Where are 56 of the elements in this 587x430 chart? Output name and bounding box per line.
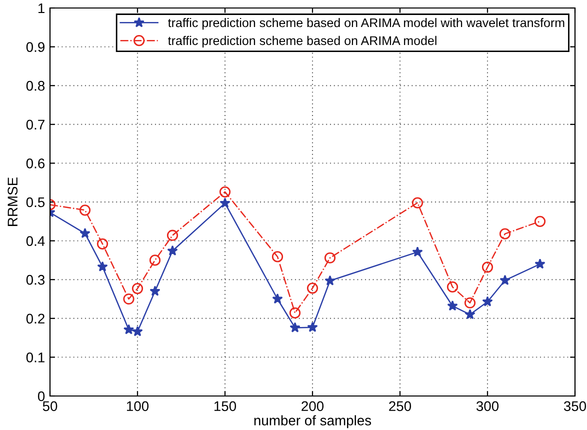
y-tick-label: 0.2 xyxy=(26,314,44,324)
point xyxy=(500,274,510,286)
point xyxy=(96,238,108,250)
point xyxy=(150,286,160,296)
point xyxy=(324,275,336,286)
point xyxy=(464,297,476,308)
point xyxy=(272,251,284,262)
point xyxy=(166,230,178,241)
point xyxy=(482,296,493,306)
point xyxy=(464,308,476,320)
point xyxy=(123,293,134,305)
point xyxy=(290,322,300,332)
point xyxy=(80,228,90,238)
point xyxy=(307,322,318,332)
x-tick-label: 50 xyxy=(42,401,58,412)
x-tick-label: 300 xyxy=(476,401,499,412)
point xyxy=(289,307,301,319)
point xyxy=(79,204,91,216)
point xyxy=(482,262,494,273)
point xyxy=(412,197,424,208)
point xyxy=(132,326,143,336)
point xyxy=(97,261,108,272)
x-tick-label: 350 xyxy=(564,401,586,412)
point xyxy=(167,245,178,256)
y-tick-label: 0.3 xyxy=(26,274,45,285)
y-tick-label: 1 xyxy=(38,3,44,14)
y-tick-label: 0.4 xyxy=(26,236,45,246)
y-tick-label: 0.9 xyxy=(26,42,44,52)
y-tick-label: 0.1 xyxy=(26,352,44,362)
y-axis-title: RRMSE xyxy=(8,178,18,226)
y-tick-label: 0.7 xyxy=(26,120,44,130)
point xyxy=(324,252,336,264)
point xyxy=(123,324,134,334)
point xyxy=(220,198,230,208)
point xyxy=(446,281,458,293)
point xyxy=(534,216,546,227)
point xyxy=(412,246,423,257)
y-tick-label: 0.8 xyxy=(26,80,45,91)
x-tick-label: 200 xyxy=(302,401,324,412)
point xyxy=(534,258,546,269)
x-tick-label: 100 xyxy=(126,401,149,412)
point xyxy=(272,293,283,304)
point xyxy=(132,282,144,294)
y-tick-label: 0 xyxy=(38,391,45,402)
point xyxy=(219,186,231,198)
point xyxy=(306,282,318,294)
y-tick-label: 0.6 xyxy=(26,158,45,168)
x-tick-label: 250 xyxy=(389,401,412,412)
legend-label: traffic prediction scheme based on ARIMA model xyxy=(168,36,436,48)
point xyxy=(447,300,458,311)
legend-label: traffic prediction scheme based on ARIMA model with wavelet transform xyxy=(168,18,564,30)
x-axis-title: number of samples xyxy=(254,415,372,428)
y-tick-label: 0.5 xyxy=(26,197,45,208)
point xyxy=(149,254,161,266)
x-tick-label: 150 xyxy=(214,401,236,412)
point xyxy=(499,228,511,240)
